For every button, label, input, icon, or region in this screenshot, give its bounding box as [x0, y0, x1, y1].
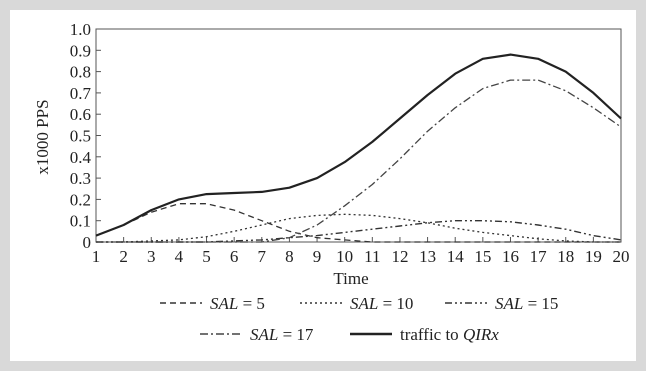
x-tick-label: 6 [230, 247, 239, 266]
y-tick-label: 0.6 [70, 105, 91, 124]
x-tick-label: 13 [419, 247, 436, 266]
y-tick-label: 0.2 [70, 190, 91, 209]
series-line-sal10 [96, 213, 621, 243]
x-axis-title: Time [333, 269, 368, 288]
y-tick-label: 0.4 [70, 148, 92, 167]
y-tick-label: 0.3 [70, 169, 91, 188]
y-tick-label: 0 [83, 233, 92, 252]
series-line-traffic [95, 53, 622, 237]
x-tick-label: 11 [364, 247, 380, 266]
x-tick-label: 20 [613, 247, 630, 266]
y-tick-label: 0.7 [70, 84, 92, 103]
y-tick-label: 0.9 [70, 41, 91, 60]
x-tick-label: 12 [391, 247, 408, 266]
x-tick-label: 5 [202, 247, 211, 266]
y-tick-label: 0.5 [70, 127, 91, 146]
legend-label-traffic: traffic to QIRx [400, 325, 499, 344]
y-tick-label: 0.8 [70, 63, 91, 82]
x-tick-label: 16 [502, 247, 519, 266]
y-tick-label: 1.0 [70, 20, 91, 39]
series-line-sal15 [96, 219, 622, 243]
legend-label-sal10: SAL = 10 [350, 294, 413, 313]
figure-panel: x1000 PPS Time 0 0.1 0.2 0.3 0.4 0.5 0.6 0.7 0.8… [10, 10, 636, 361]
x-tick-label: 8 [285, 247, 294, 266]
series-line-sal5 [95, 203, 621, 243]
plot-area: 00.10.20.30.40.50.60.70.80.91.01 2 3 4 5 6 7 8 9… [70, 20, 630, 266]
x-tick-label: 3 [147, 247, 156, 266]
x-tick-label: 18 [557, 247, 574, 266]
legend-label-sal5: SAL = 5 [210, 294, 265, 313]
legend: SAL = 5 SAL = 10 SAL = 15 SAL = 17 traffic t… [160, 294, 558, 344]
legend-label-sal17: SAL = 17 [250, 325, 314, 344]
x-tick-label: 14 [447, 247, 465, 266]
x-tick-label: 15 [474, 247, 491, 266]
x-tick-label: 9 [313, 247, 322, 266]
y-tick-label: 0.1 [70, 212, 91, 231]
x-tick-label: 17 [530, 247, 548, 266]
y-axis-title: x1000 PPS [33, 99, 52, 174]
x-tick-label: 4 [175, 247, 184, 266]
series-line-sal17 [96, 79, 622, 243]
x-tick-label: 10 [336, 247, 353, 266]
x-tick-label: 2 [119, 247, 128, 266]
line-chart: x1000 PPS Time 0 0.1 0.2 0.3 0.4 0.5 0.6 0.7 0.8… [33, 20, 630, 344]
x-tick-label: 7 [258, 247, 267, 266]
x-tick-label: 19 [585, 247, 602, 266]
x-tick-label: 1 [92, 247, 101, 266]
legend-label-sal15: SAL = 15 [495, 294, 558, 313]
